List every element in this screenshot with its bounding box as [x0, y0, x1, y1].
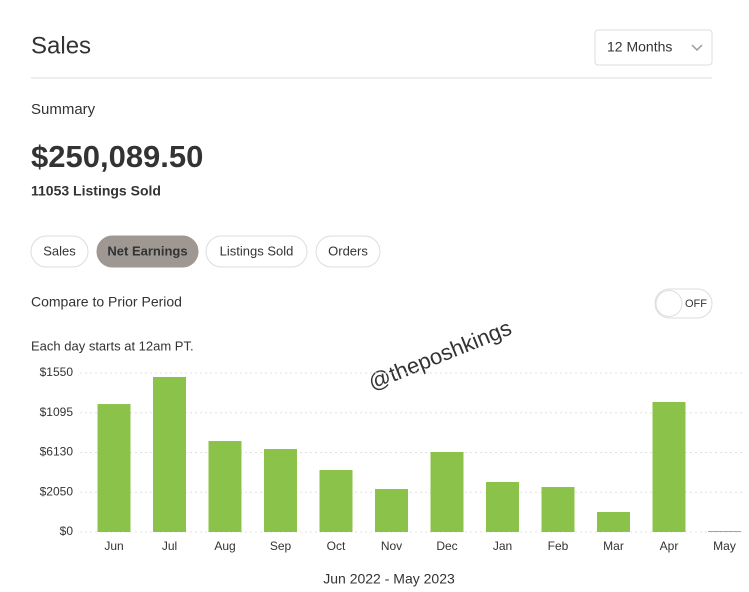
bar [708, 530, 741, 532]
compare-label: Compare to Prior Period [31, 294, 182, 310]
subtext: 11053 Listings Sold [31, 183, 161, 199]
bar [486, 481, 519, 532]
x-tick-label: Sep [270, 539, 292, 553]
bar [375, 489, 408, 532]
y-tick-label: $0 [60, 524, 74, 538]
watermark: @theposhkings [365, 315, 515, 395]
bar [652, 401, 686, 532]
bar [208, 441, 242, 532]
y-tick-label: $1550 [40, 365, 74, 379]
x-tick-label: May [713, 539, 736, 553]
bar [97, 404, 131, 532]
chart: $0 $2050 $6130 $1095 $1550 Jun Jul Aug Sep Oct Nov… [40, 365, 745, 553]
tab-label: Orders [328, 243, 368, 258]
chevron [691, 44, 703, 52]
x-axis-label: Jun 2022 - May 2023 [323, 571, 455, 587]
x-tick-label: Mar [603, 539, 624, 553]
tab-label: Sales [43, 243, 76, 258]
bar [430, 451, 464, 532]
x-tick-label: Nov [381, 539, 402, 553]
toggle-knob [655, 290, 683, 317]
bar [597, 511, 630, 532]
period-select[interactable] [594, 29, 713, 66]
amount: $250,089.50 [31, 139, 203, 174]
x-tick-label: Dec [436, 539, 457, 553]
x-tick-label: Jun [104, 539, 123, 553]
x-tick-label: Jan [493, 539, 512, 553]
x-tick-label: Feb [548, 539, 569, 553]
title: Sales [31, 32, 91, 59]
y-tick-label: $6130 [40, 445, 74, 459]
toggle-label: OFF [685, 298, 707, 310]
tab[interactable] [96, 235, 199, 268]
tab-label: Net Earnings [107, 243, 187, 258]
bar [541, 487, 575, 532]
x-tick-label: Jul [162, 539, 177, 553]
tab[interactable] [315, 235, 381, 268]
period-select-label: 12 Months [607, 39, 672, 55]
summary-heading: Summary [31, 101, 96, 118]
tab[interactable] [205, 235, 308, 268]
tab[interactable] [30, 235, 89, 268]
note: Each day starts at 12am PT. [31, 338, 194, 353]
x-tick-label: Aug [214, 539, 235, 553]
tabs: Sales Net Earnings Listings Sold Orders [30, 235, 381, 268]
tab-label: Listings Sold [220, 243, 294, 258]
y-tick-label: $2050 [40, 484, 74, 498]
x-tick-label: Apr [660, 539, 679, 553]
x-tick-label: Oct [327, 539, 346, 553]
y-tick-label: $1095 [40, 405, 74, 419]
bar [264, 449, 297, 532]
bar [153, 377, 186, 532]
bar [319, 469, 353, 532]
